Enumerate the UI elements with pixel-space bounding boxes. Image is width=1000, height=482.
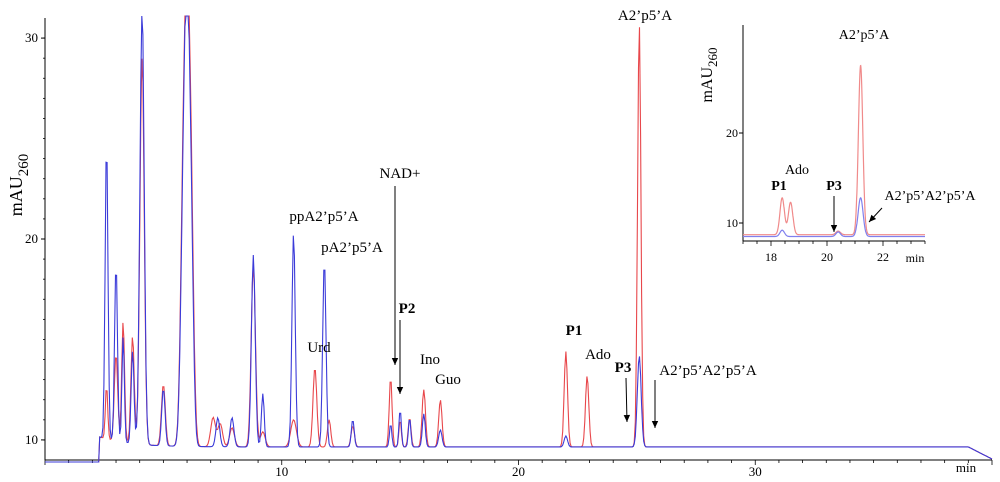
inset-y-axis-label: mAU260 [699,47,720,102]
inset-annotation-label: A2’p5’A [839,28,890,43]
inset-annotation-arrowhead [869,214,877,222]
inset-x-tick-label: 20 [821,250,833,264]
inset-y-tick-label: 20 [726,126,738,140]
main-y-tick-label: 10 [25,432,38,447]
main-annotation-label: A2’p5’A2’p5’A [659,363,757,379]
main-annotation-label: Ino [420,352,440,368]
inset-y-tick-label: 10 [726,216,738,230]
main-annotation-label: ppA2’p5’A [289,209,358,225]
main-x-tick-label: 10 [275,464,288,479]
inset-annotation-label: A2’p5’A2’p5’A [885,189,977,204]
inset-x-axis-label: min [906,251,925,265]
main-y-axis-label-sub: 260 [16,154,32,177]
main-annotation-arrowhead [623,414,631,422]
inset-y-axis-label-sub: 260 [705,47,720,67]
svg-text:mAU260: mAU260 [6,154,32,217]
inset-y-axis-label-unit: mAU [699,67,716,103]
main-annotation-label: P3 [615,360,632,376]
inset-y-ticks: 10 20 [726,126,743,230]
inset-x-tick-label: 22 [877,250,889,264]
main-annotation-arrow [625,377,628,423]
inset-annotation-label: Ado [785,163,809,178]
inset-annotation-arrowhead [830,225,838,232]
main-annotation-label: Ado [585,347,611,363]
svg-text:mAU260: mAU260 [699,47,720,102]
main-y-tick-label: 30 [25,30,38,45]
inset-series-group [743,64,925,238]
main-annotation-label: Guo [435,372,461,388]
main-annotation-label: Urd [307,340,331,356]
main-x-axis-label: min [956,460,977,475]
main-x-tick-label: 30 [749,464,762,479]
inset-x-tick-label: 18 [765,250,777,264]
main-series-red-line [45,15,993,463]
main-annotation-label: NAD+ [380,166,421,182]
inset-annotation-label: P3 [826,179,842,194]
main-y-axis-label: mAU260 [6,154,32,217]
main-annotation-label: P2 [399,301,416,317]
inset-series-blue-line [743,197,925,238]
main-annotation-label: A2’p5’A [618,8,672,24]
main-annotation-label: pA2’p5’A [321,240,383,256]
inset-x-ticks: 18 20 22 [742,241,926,264]
main-y-axis-label-unit: mAU [6,176,26,216]
inset-annotation-label: P1 [771,179,787,194]
main-series-blue-line [45,15,993,463]
main-annotation-arrowhead [651,421,659,428]
main-x-tick-label: 20 [512,464,525,479]
main-y-tick-label: 20 [25,231,38,246]
main-x-ticks: 10 20 30 [44,460,993,479]
main-annotation-label: P1 [566,323,583,339]
main-y-ticks: 10 20 30 [25,30,45,447]
main-annotation-arrowhead [396,387,404,394]
main-series-group [45,15,993,463]
inset-series-red-line [743,64,925,236]
main-annotation-arrowhead [391,358,399,365]
